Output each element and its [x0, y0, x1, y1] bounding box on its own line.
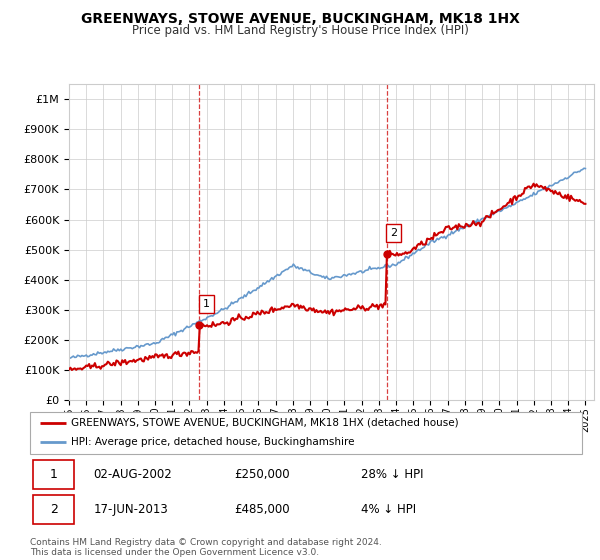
FancyBboxPatch shape [33, 495, 74, 524]
Text: 4% ↓ HPI: 4% ↓ HPI [361, 503, 416, 516]
Text: 28% ↓ HPI: 28% ↓ HPI [361, 468, 424, 481]
Text: Contains HM Land Registry data © Crown copyright and database right 2024.
This d: Contains HM Land Registry data © Crown c… [30, 538, 382, 557]
Text: 02-AUG-2002: 02-AUG-2002 [94, 468, 172, 481]
Text: 2: 2 [390, 228, 397, 238]
Text: 1: 1 [50, 468, 58, 481]
Text: 1: 1 [203, 299, 210, 309]
Text: GREENWAYS, STOWE AVENUE, BUCKINGHAM, MK18 1HX (detached house): GREENWAYS, STOWE AVENUE, BUCKINGHAM, MK1… [71, 418, 459, 428]
Text: £485,000: £485,000 [234, 503, 290, 516]
Text: GREENWAYS, STOWE AVENUE, BUCKINGHAM, MK18 1HX: GREENWAYS, STOWE AVENUE, BUCKINGHAM, MK1… [80, 12, 520, 26]
Text: Price paid vs. HM Land Registry's House Price Index (HPI): Price paid vs. HM Land Registry's House … [131, 24, 469, 37]
FancyBboxPatch shape [33, 460, 74, 489]
Text: 2: 2 [50, 503, 58, 516]
Text: HPI: Average price, detached house, Buckinghamshire: HPI: Average price, detached house, Buck… [71, 437, 355, 447]
FancyBboxPatch shape [30, 412, 582, 454]
Text: 17-JUN-2013: 17-JUN-2013 [94, 503, 168, 516]
Text: £250,000: £250,000 [234, 468, 290, 481]
